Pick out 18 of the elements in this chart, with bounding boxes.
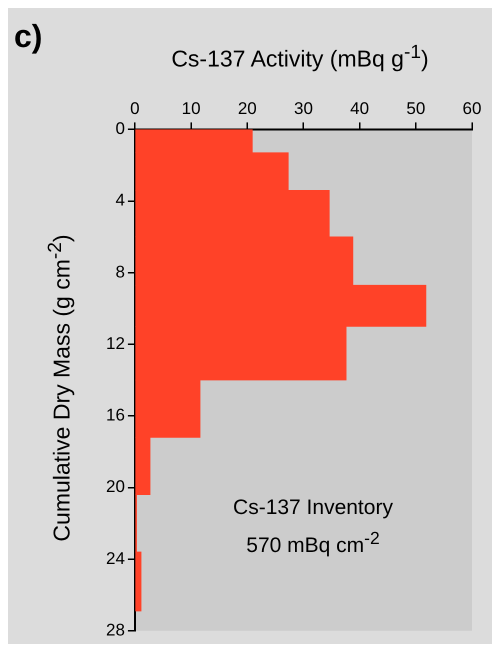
annotation: Cs-137 Inventory 570 mBq cm$^{-2}$	[232, 495, 394, 559]
y-tick-label: 16	[106, 406, 125, 425]
x-tick-label: 20	[238, 98, 257, 118]
y-tick-label: 8	[115, 262, 125, 282]
y-tick-label: 20	[106, 477, 125, 496]
y-tick-label: 28	[106, 620, 125, 640]
x-tick-label: 50	[406, 98, 426, 118]
x-tick-label: 30	[294, 98, 313, 118]
y-tick-label: 4	[115, 190, 125, 210]
x-axis-title: Cs-137 Activity (mBq g$^{-1}$)	[170, 42, 430, 73]
y-tick-label: 24	[106, 548, 125, 568]
x-tick-label: 40	[350, 98, 370, 118]
text: c)	[14, 18, 42, 55]
x-tick-label: 0	[130, 98, 140, 118]
y-tick-label: 0	[115, 119, 125, 138]
x-tick-label: 60	[462, 98, 482, 118]
y-tick-label: 12	[106, 334, 125, 353]
x-tick-label: 10	[182, 98, 201, 118]
